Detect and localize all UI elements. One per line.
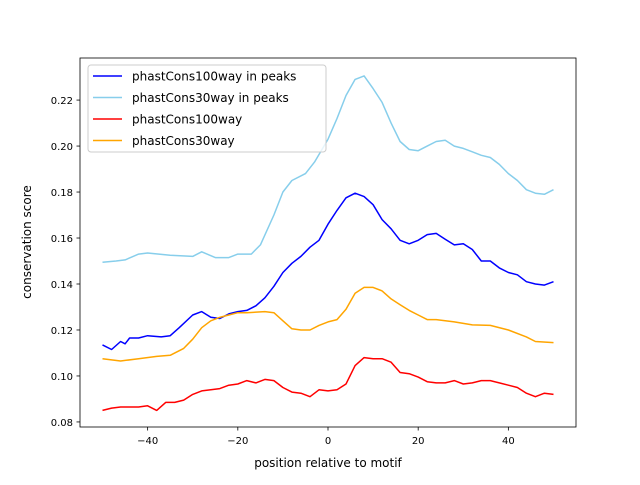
y-tick-label: 0.18: [51, 188, 73, 199]
series-line-3: [102, 286, 554, 362]
y-tick-label: 0.16: [51, 234, 73, 245]
y-axis-label: conservation score: [20, 185, 34, 299]
series-line-2: [102, 356, 554, 412]
x-tick-label: 0: [325, 436, 331, 447]
legend-box: [87, 64, 327, 153]
x-axis-label: position relative to motif: [254, 456, 402, 470]
y-tick-label: 0.22: [51, 96, 73, 107]
y-tick-label: 0.12: [51, 326, 73, 337]
legend-entry: phastCons30way in peaks: [132, 91, 289, 105]
x-tick-label: −20: [227, 436, 248, 447]
legend: phastCons100way in peaks phastCons30way i…: [87, 64, 327, 153]
legend-entry: phastCons100way: [132, 113, 242, 127]
legend-entry: phastCons100way in peaks: [132, 70, 296, 84]
x-tick-label: 20: [412, 436, 425, 447]
y-tick-label: 0.14: [51, 280, 73, 291]
series-line-1: [102, 75, 554, 263]
y-tick-label: 0.20: [51, 142, 73, 153]
y-tick-label: 0.10: [51, 372, 73, 383]
x-tick-label: 40: [502, 436, 515, 447]
x-tick-label: −40: [137, 436, 158, 447]
y-tick-label: 0.08: [51, 418, 73, 429]
legend-entry: phastCons30way: [132, 134, 235, 148]
series-line-0: [102, 192, 554, 351]
